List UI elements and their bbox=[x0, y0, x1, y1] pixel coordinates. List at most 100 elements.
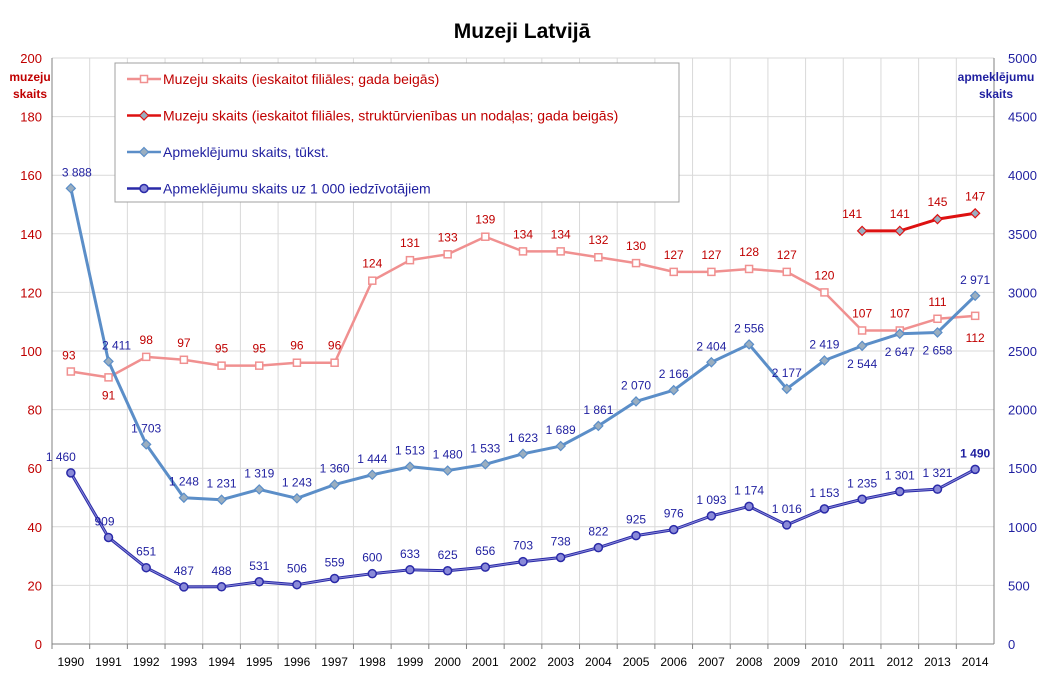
data-label: 112 bbox=[966, 331, 985, 345]
data-point bbox=[253, 484, 265, 495]
data-label: 2 544 bbox=[847, 357, 877, 371]
data-label: 1 093 bbox=[696, 493, 726, 507]
axes: 0 0 20 500 40 1000 60 1500 80 2000 100 2500 120 3000 1… bbox=[9, 51, 1037, 669]
data-point bbox=[405, 255, 415, 265]
data-label: 98 bbox=[140, 333, 154, 347]
data-label: 925 bbox=[626, 513, 646, 527]
x-tick-label: 1994 bbox=[208, 655, 235, 669]
data-point bbox=[329, 573, 340, 584]
data-label: 120 bbox=[814, 268, 834, 282]
y-tick-left: 80 bbox=[28, 403, 42, 418]
series-2 bbox=[856, 207, 981, 237]
x-tick-label: 2001 bbox=[472, 655, 499, 669]
y-tick-right: 3000 bbox=[1008, 285, 1037, 300]
data-point bbox=[139, 74, 149, 84]
x-tick-label: 1997 bbox=[321, 655, 348, 669]
data-point bbox=[593, 420, 604, 432]
data-label: 3 888 bbox=[62, 165, 92, 179]
data-point bbox=[138, 146, 150, 158]
data-point bbox=[103, 532, 114, 543]
y-tick-left: 20 bbox=[28, 578, 42, 593]
data-label: 134 bbox=[513, 227, 533, 241]
data-point bbox=[291, 492, 303, 504]
data-label: 130 bbox=[626, 239, 646, 253]
data-label: 1 301 bbox=[885, 469, 915, 483]
data-point bbox=[518, 247, 528, 256]
data-label: 2 404 bbox=[696, 339, 726, 353]
data-label: 131 bbox=[400, 236, 420, 250]
data-label: 1 235 bbox=[847, 476, 877, 490]
x-tick-label: 2000 bbox=[434, 655, 461, 669]
data-label: 1 321 bbox=[922, 466, 952, 480]
data-point bbox=[179, 355, 189, 365]
y-tick-left: 100 bbox=[20, 344, 42, 359]
data-label: 95 bbox=[253, 342, 267, 356]
data-label: 1 243 bbox=[282, 475, 312, 489]
data-label: 134 bbox=[551, 227, 571, 241]
data-point bbox=[217, 361, 226, 370]
x-tick-label: 2003 bbox=[547, 655, 574, 669]
data-label: 2 070 bbox=[621, 378, 651, 392]
x-tick-label: 1995 bbox=[246, 655, 273, 669]
data-label: 651 bbox=[136, 545, 156, 559]
data-point bbox=[103, 356, 114, 367]
y-axis-title-right: skaits bbox=[979, 87, 1013, 101]
data-point bbox=[933, 314, 942, 324]
y-tick-left: 160 bbox=[20, 168, 42, 183]
data-point bbox=[932, 213, 943, 225]
data-label: 1 153 bbox=[809, 486, 839, 500]
data-point bbox=[743, 339, 755, 350]
x-tick-label: 2002 bbox=[510, 655, 537, 669]
legend: Muzeju skaits (ieskaitot filiāles; gada … bbox=[114, 62, 680, 203]
data-label: 1 319 bbox=[244, 466, 274, 480]
data-label: 96 bbox=[290, 339, 304, 353]
y-tick-right: 500 bbox=[1008, 578, 1030, 593]
data-label: 95 bbox=[215, 342, 229, 356]
x-tick-label: 2013 bbox=[924, 655, 951, 669]
chart-title: Muzeji Latvijā bbox=[454, 20, 591, 43]
y-axis-title-left: muzeju bbox=[9, 70, 50, 84]
data-label: 147 bbox=[965, 189, 985, 203]
data-label: 1 174 bbox=[734, 483, 764, 497]
data-point bbox=[856, 340, 868, 352]
data-label: 1 703 bbox=[131, 421, 161, 435]
data-point bbox=[631, 530, 641, 541]
data-label: 127 bbox=[777, 248, 797, 262]
data-point bbox=[481, 232, 490, 241]
data-point bbox=[140, 439, 152, 450]
data-point bbox=[593, 542, 604, 553]
data-label: 625 bbox=[438, 548, 458, 562]
x-tick-label: 1990 bbox=[57, 655, 84, 669]
data-point bbox=[819, 504, 830, 514]
x-tick-label: 2010 bbox=[811, 655, 838, 669]
data-point bbox=[179, 582, 189, 592]
data-point bbox=[744, 501, 754, 512]
data-label: 2 166 bbox=[659, 367, 689, 381]
legend-entry: Apmeklējumu skaits uz 1 000 iedzīvotājie… bbox=[163, 181, 431, 197]
data-label: 107 bbox=[852, 306, 872, 320]
data-label: 1 016 bbox=[772, 502, 802, 516]
y-tick-left: 140 bbox=[20, 227, 42, 242]
x-tick-label: 1991 bbox=[95, 655, 122, 669]
data-label: 703 bbox=[513, 539, 533, 553]
data-label: 141 bbox=[890, 207, 910, 221]
y-tick-left: 120 bbox=[20, 285, 42, 300]
data-point bbox=[479, 458, 491, 470]
data-point bbox=[254, 577, 264, 587]
data-point bbox=[668, 384, 680, 396]
x-tick-label: 1999 bbox=[397, 655, 424, 669]
data-label: 97 bbox=[177, 336, 191, 350]
data-point bbox=[669, 267, 678, 277]
legend-entry: Apmeklējumu skaits, tūkst. bbox=[163, 144, 329, 160]
series-3 bbox=[65, 182, 981, 506]
y-axis-title-left: skaits bbox=[13, 87, 47, 101]
data-point bbox=[594, 252, 603, 262]
data-label: 111 bbox=[928, 295, 947, 309]
legend-entry: Muzeju skaits (ieskaitot filiāles, struk… bbox=[163, 108, 618, 124]
y-tick-right: 5000 bbox=[1008, 51, 1037, 66]
data-label: 127 bbox=[701, 248, 721, 262]
x-tick-label: 1993 bbox=[171, 655, 198, 669]
x-tick-label: 1998 bbox=[359, 655, 386, 669]
data-point bbox=[707, 267, 716, 277]
data-point bbox=[141, 352, 151, 362]
